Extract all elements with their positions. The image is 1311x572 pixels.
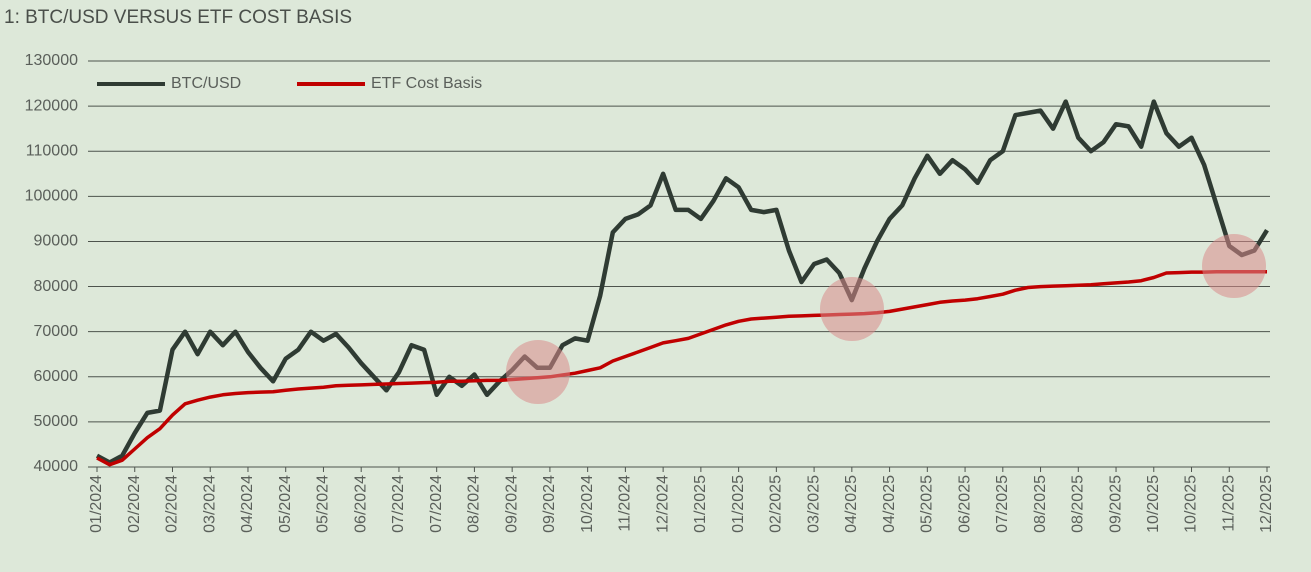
x-tick-label: 09/2024 <box>541 475 558 533</box>
highlight-circle <box>820 277 884 341</box>
x-tick-label: 05/2024 <box>277 475 294 533</box>
series-line <box>95 99 1269 465</box>
x-tick-label: 06/2024 <box>352 475 369 533</box>
highlight-circle <box>1202 234 1266 298</box>
x-tick-label: 01/2025 <box>730 475 747 533</box>
x-tick-label: 11/2024 <box>617 475 634 532</box>
legend-label: ETF Cost Basis <box>371 75 482 92</box>
x-tick-label: 08/2025 <box>1032 475 1049 533</box>
x-tick-label: 02/2024 <box>164 475 181 533</box>
x-tick-label: 03/2025 <box>805 475 822 533</box>
y-tick-label: 50000 <box>34 413 79 430</box>
x-tick-label: 04/2024 <box>239 475 256 533</box>
x-tick-label: 07/2024 <box>428 475 445 533</box>
x-tick-label: 01/2024 <box>88 475 105 533</box>
x-tick-label: 03/2024 <box>201 475 218 533</box>
x-tick-label: 06/2025 <box>956 475 973 533</box>
x-tick-label: 04/2025 <box>881 475 898 533</box>
legend-label: BTC/USD <box>171 75 241 92</box>
x-tick-label: 05/2024 <box>315 475 332 533</box>
x-tick-label: 07/2024 <box>390 475 407 533</box>
highlights <box>506 234 1266 404</box>
x-tick-label: 12/2025 <box>1258 475 1275 533</box>
highlight-circle <box>506 340 570 404</box>
x-tick-label: 10/2025 <box>1145 475 1162 533</box>
y-tick-label: 110000 <box>26 142 78 159</box>
x-tick-label: 08/2025 <box>1070 475 1087 533</box>
x-tick-label: 01/2025 <box>692 475 709 533</box>
x-tick-label: 04/2025 <box>843 475 860 533</box>
x-tick-label: 02/2025 <box>768 475 785 533</box>
x-tick-label: 09/2024 <box>503 475 520 533</box>
x-tick-label: 10/2024 <box>579 475 596 533</box>
y-tick-label: 130000 <box>25 52 78 69</box>
y-tick-label: 80000 <box>34 278 79 295</box>
x-tick-label: 02/2024 <box>126 475 143 533</box>
x-tick-label: 09/2025 <box>1107 475 1124 533</box>
series-line <box>96 269 1267 467</box>
x-tick-label: 12/2024 <box>654 475 671 533</box>
x-tick-label: 08/2024 <box>466 475 483 533</box>
chart-title: 1: BTC/USD VERSUS ETF COST BASIS <box>4 7 352 28</box>
y-tick-label: 70000 <box>34 323 79 340</box>
x-tick-label: 11/2025 <box>1220 475 1237 532</box>
y-tick-label: 120000 <box>25 97 78 114</box>
x-tick-label: 05/2025 <box>919 475 936 533</box>
y-tick-label: 100000 <box>25 188 78 205</box>
x-tick-label: 10/2025 <box>1183 475 1200 533</box>
y-tick-label: 40000 <box>34 458 79 475</box>
x-tick-label: 07/2025 <box>994 475 1011 533</box>
y-tick-label: 90000 <box>34 233 79 250</box>
y-tick-label: 60000 <box>34 368 79 385</box>
